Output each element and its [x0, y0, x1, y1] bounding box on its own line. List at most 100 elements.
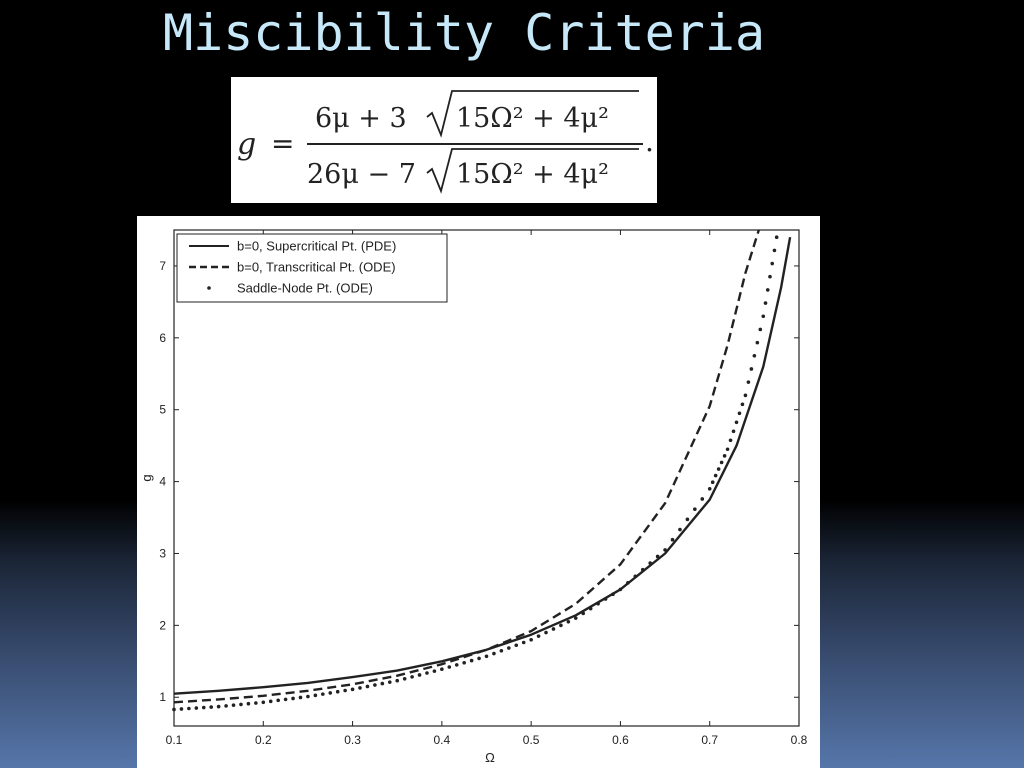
series-line: [173, 229, 760, 704]
data-point: [551, 627, 556, 631]
y-tick-label: 4: [159, 475, 166, 489]
data-point: [761, 314, 766, 319]
data-point: [246, 701, 251, 706]
x-tick-label: 0.5: [523, 733, 540, 747]
data-point: [261, 700, 266, 705]
y-tick-label: 5: [159, 403, 166, 417]
data-point: [239, 702, 243, 707]
legend-label: b=0, Transcritical Pt. (ODE): [237, 260, 396, 275]
data-point: [758, 327, 763, 332]
data-point: [749, 367, 754, 371]
x-tick-label: 0.2: [255, 733, 272, 747]
data-point: [321, 692, 325, 696]
x-tick-label: 0.4: [434, 733, 451, 747]
data-point: [373, 683, 377, 687]
data-point: [179, 707, 184, 711]
data-point: [283, 697, 288, 702]
formula-trailing-period: .: [645, 125, 654, 158]
data-point: [663, 548, 667, 552]
data-point: [710, 480, 715, 484]
formula-equals: =: [271, 127, 294, 160]
data-point: [536, 634, 541, 638]
plot-frame: [173, 229, 800, 727]
data-point: [618, 587, 623, 592]
data-point: [313, 693, 318, 698]
formula-numerator-first: 6μ + 3: [315, 103, 407, 134]
series-solid: [173, 236, 792, 695]
data-point: [417, 673, 422, 677]
data-point: [276, 698, 280, 703]
numerator-radical-sign: [426, 90, 639, 138]
x-axis-ticks: 0.1 0.2 0.3 0.4 0.5 0.6 0.7 0.8: [166, 230, 808, 747]
data-point: [752, 353, 757, 358]
data-point: [462, 660, 466, 665]
data-point: [350, 687, 355, 692]
data-point: [395, 678, 400, 683]
data-point: [573, 616, 578, 620]
data-point: [440, 667, 444, 672]
denominator-radical-sign: [426, 148, 639, 194]
data-point: [410, 675, 414, 679]
data-point: [499, 648, 504, 653]
data-point: [231, 703, 236, 707]
data-point: [725, 447, 730, 452]
data-point: [685, 517, 690, 522]
series-dotted: [172, 235, 779, 712]
formula-svg: g = 6μ + 3 15Ω² + 4μ² 26μ − 7 15Ω² + 4μ²…: [237, 90, 654, 194]
data-point: [343, 688, 347, 693]
data-point: [306, 694, 310, 699]
chart-svg: 0.1 0.2 0.3 0.4 0.5 0.6 0.7 0.8 1 2 3 4 5 6 7 Ω g b=0…: [139, 229, 808, 765]
data-point: [743, 393, 748, 398]
data-point: [402, 676, 407, 681]
data-point: [588, 606, 593, 611]
data-point: [507, 646, 511, 650]
data-point: [172, 707, 176, 712]
data-point: [492, 651, 496, 656]
data-point: [755, 340, 760, 345]
data-point: [254, 701, 258, 705]
data-point: [201, 705, 206, 710]
data-point: [365, 684, 370, 689]
data-point: [224, 704, 228, 708]
data-point: [484, 654, 489, 659]
data-point: [447, 665, 452, 669]
data-point: [626, 581, 630, 585]
formula-lhs: g: [237, 127, 256, 162]
data-point: [581, 611, 586, 616]
data-point: [298, 695, 303, 700]
data-point: [209, 705, 214, 709]
formula-denominator-first: 26μ − 7: [307, 159, 416, 190]
x-tick-label: 0.7: [701, 733, 718, 747]
legend-label: b=0, Supercritical Pt. (PDE): [237, 239, 396, 254]
data-point: [640, 567, 645, 572]
data-point: [768, 274, 772, 279]
data-point: [765, 288, 770, 292]
data-point: [521, 640, 526, 645]
data-point: [719, 460, 724, 465]
data-point: [514, 643, 519, 648]
data-point: [746, 380, 751, 384]
data-point: [774, 235, 779, 239]
data-point: [722, 454, 727, 458]
data-point: [529, 637, 533, 642]
data-point: [387, 680, 392, 684]
data-point: [432, 669, 437, 673]
y-tick-label: 1: [159, 690, 166, 704]
data-point: [716, 467, 721, 471]
data-point: [477, 656, 481, 661]
data-point: [633, 574, 638, 579]
x-tick-label: 0.1: [166, 733, 183, 747]
data-point: [737, 411, 742, 416]
data-point: [713, 473, 718, 478]
formula-image: g = 6μ + 3 15Ω² + 4μ² 26μ − 7 15Ω² + 4μ²…: [231, 77, 657, 203]
data-point: [603, 597, 608, 601]
data-point: [772, 248, 777, 253]
data-point: [566, 619, 571, 624]
formula-denominator-radicand: 15Ω² + 4μ²: [456, 159, 609, 190]
data-point: [611, 592, 615, 597]
y-tick-label: 2: [159, 618, 166, 632]
data-point: [469, 658, 474, 663]
data-point: [454, 663, 459, 667]
series-line: [173, 236, 792, 695]
data-point: [187, 706, 191, 711]
